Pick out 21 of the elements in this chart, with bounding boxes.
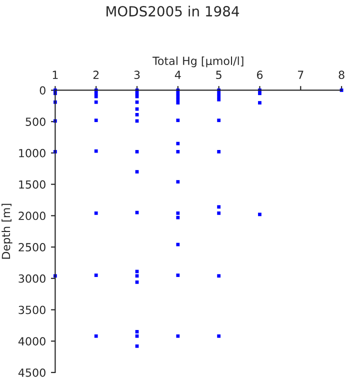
- y-tick-label: 2500: [18, 243, 46, 252]
- y-tick-label: 2000: [18, 212, 46, 220]
- x-tick-label: 8: [338, 70, 344, 80]
- y-tick-label: 4000: [18, 337, 46, 346]
- x-axis-title: Total Hg [µmol/l]: [152, 56, 244, 68]
- x-tick-label: 3: [134, 70, 140, 80]
- x-tick-label: 6: [256, 70, 263, 80]
- y-tick-label: 3500: [18, 306, 46, 314]
- y-tick-label: 1000: [19, 148, 46, 158]
- y-tick-label: 3000: [18, 274, 46, 283]
- x-tick-label: 2: [93, 70, 99, 79]
- x-tick-label: 5: [216, 70, 222, 80]
- y-tick-label: 500: [26, 118, 46, 126]
- x-tick-label: 1: [52, 70, 58, 79]
- y-tick-label: 0: [40, 86, 46, 95]
- chart-title: MODS2005 in 1984: [106, 6, 240, 17]
- y-tick-label: 1500: [19, 180, 46, 189]
- y-tick-label: 4500: [18, 368, 46, 377]
- y-axis-title: Depth [m]: [2, 204, 12, 259]
- x-tick-label: 4: [174, 70, 181, 79]
- x-tick-label: 7: [298, 70, 304, 79]
